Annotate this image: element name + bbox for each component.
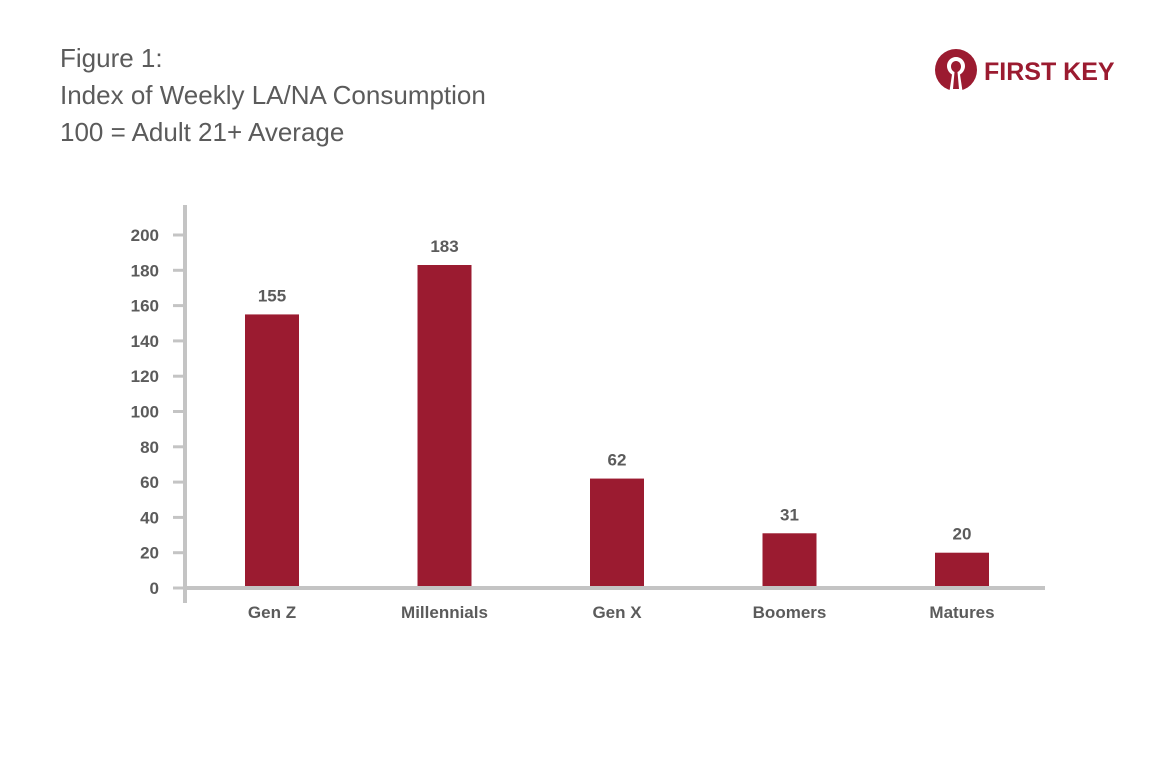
y-tick-label: 20 <box>140 544 159 563</box>
bar <box>245 314 299 586</box>
y-tick-label: 200 <box>131 226 159 245</box>
y-tick-label: 180 <box>131 261 159 280</box>
bar <box>590 478 644 586</box>
bar-data-label: 20 <box>953 525 972 544</box>
bar-data-label: 31 <box>780 505 799 524</box>
y-tick-label: 40 <box>140 508 159 527</box>
x-category-label: Boomers <box>753 603 827 622</box>
chart-subtitle: 100 = Adult 21+ Average <box>60 117 345 147</box>
y-tick-label: 60 <box>140 473 159 492</box>
bar <box>417 265 472 586</box>
y-tick-label: 0 <box>150 579 159 598</box>
bar-data-label: 183 <box>430 237 458 256</box>
x-category-label: Gen Z <box>248 603 296 622</box>
bar <box>935 552 989 586</box>
first-key-logo: FIRST KEY <box>934 48 1124 92</box>
x-category-label: Matures <box>929 603 994 622</box>
y-tick-label: 120 <box>131 367 159 386</box>
x-category-label: Millennials <box>401 603 488 622</box>
y-tick-label: 80 <box>140 438 159 457</box>
bar <box>762 533 817 586</box>
y-tick-label: 140 <box>131 332 159 351</box>
bar-data-label: 62 <box>608 451 627 470</box>
bar-data-label: 155 <box>258 286 286 305</box>
keyhole-logo-icon: FIRST KEY <box>935 49 1115 91</box>
chart-title: Index of Weekly LA/NA Consumption <box>60 80 486 110</box>
logo-wordmark: FIRST KEY <box>984 58 1115 86</box>
y-tick-label: 160 <box>131 297 159 316</box>
figure-label: Figure 1: <box>60 43 163 73</box>
chart-title-block: Figure 1: Index of Weekly LA/NA Consumpt… <box>60 40 486 151</box>
x-category-label: Gen X <box>592 603 642 622</box>
y-tick-label: 100 <box>131 403 159 422</box>
